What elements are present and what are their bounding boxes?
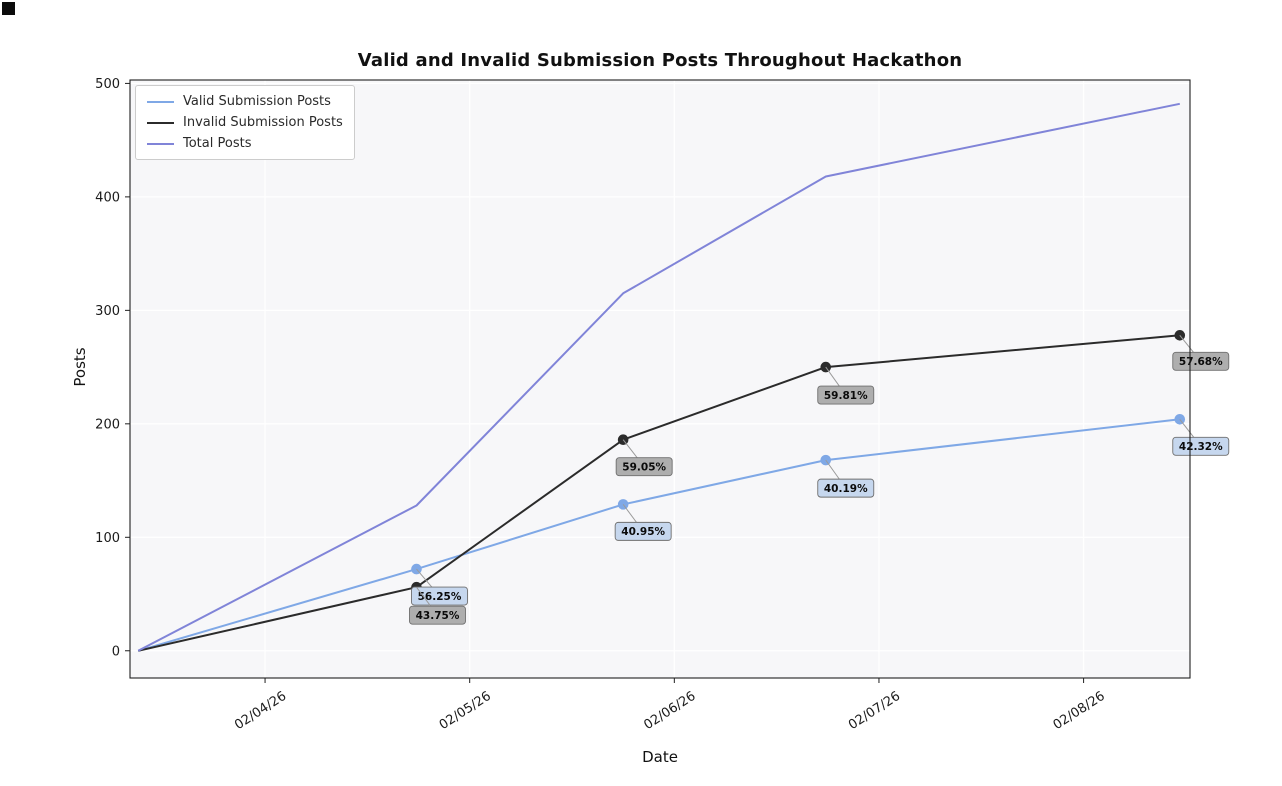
annotation-box [1172, 351, 1230, 371]
legend-label-valid: Valid Submission Posts [183, 94, 331, 109]
y-tick-label: 0 [112, 644, 120, 659]
annotation-box [409, 605, 466, 625]
annotation-label: 59.81% [824, 390, 868, 402]
annotation-box [411, 586, 468, 606]
legend-item-total: Total Posts [147, 136, 343, 151]
y-tick-label: 100 [95, 531, 120, 546]
legend-item-valid: Valid Submission Posts [147, 94, 343, 109]
x-tick-label: 02/05/26 [437, 689, 494, 733]
plot-border [129, 79, 1191, 679]
annotation-label: 43.75% [416, 610, 460, 622]
annotation-box [1172, 436, 1230, 456]
y-tick-label: 500 [95, 77, 120, 92]
chart-legend: Valid Submission Posts Invalid Submissio… [135, 85, 355, 160]
x-tick-label: 02/04/26 [232, 689, 289, 733]
legend-item-invalid: Invalid Submission Posts [147, 115, 343, 130]
annotation-label: 57.68% [1179, 356, 1223, 368]
valid-line-swatch [147, 100, 174, 103]
series-line [137, 102, 1181, 652]
y-axis-label: Posts [71, 347, 89, 387]
annotation-box [817, 478, 875, 498]
annotation-label: 42.32% [1179, 441, 1223, 453]
x-tick-label: 02/07/26 [846, 689, 903, 733]
x-axis-label: Date [642, 748, 678, 766]
y-tick-label: 400 [95, 190, 120, 205]
y-tick-label: 300 [95, 304, 120, 319]
annotation-box [817, 385, 875, 405]
annotation-label: 56.25% [418, 591, 462, 603]
total-line-swatch [147, 142, 174, 145]
annotation-box [615, 457, 673, 477]
chart-title: Valid and Invalid Submission Posts Throu… [357, 50, 963, 71]
legend-label-invalid: Invalid Submission Posts [183, 115, 343, 130]
x-tick-label: 02/08/26 [1051, 689, 1108, 733]
annotation-box [614, 521, 672, 541]
invalid-line-swatch [147, 121, 174, 124]
screen-corner-artifact [2, 2, 15, 15]
annotation-label: 40.95% [621, 526, 665, 538]
plot-area [130, 80, 1190, 678]
legend-label-total: Total Posts [183, 136, 252, 151]
annotation-label: 59.05% [622, 462, 666, 474]
y-tick-label: 200 [95, 417, 120, 432]
x-tick-label: 02/06/26 [641, 689, 698, 733]
annotation-label: 40.19% [824, 483, 868, 495]
